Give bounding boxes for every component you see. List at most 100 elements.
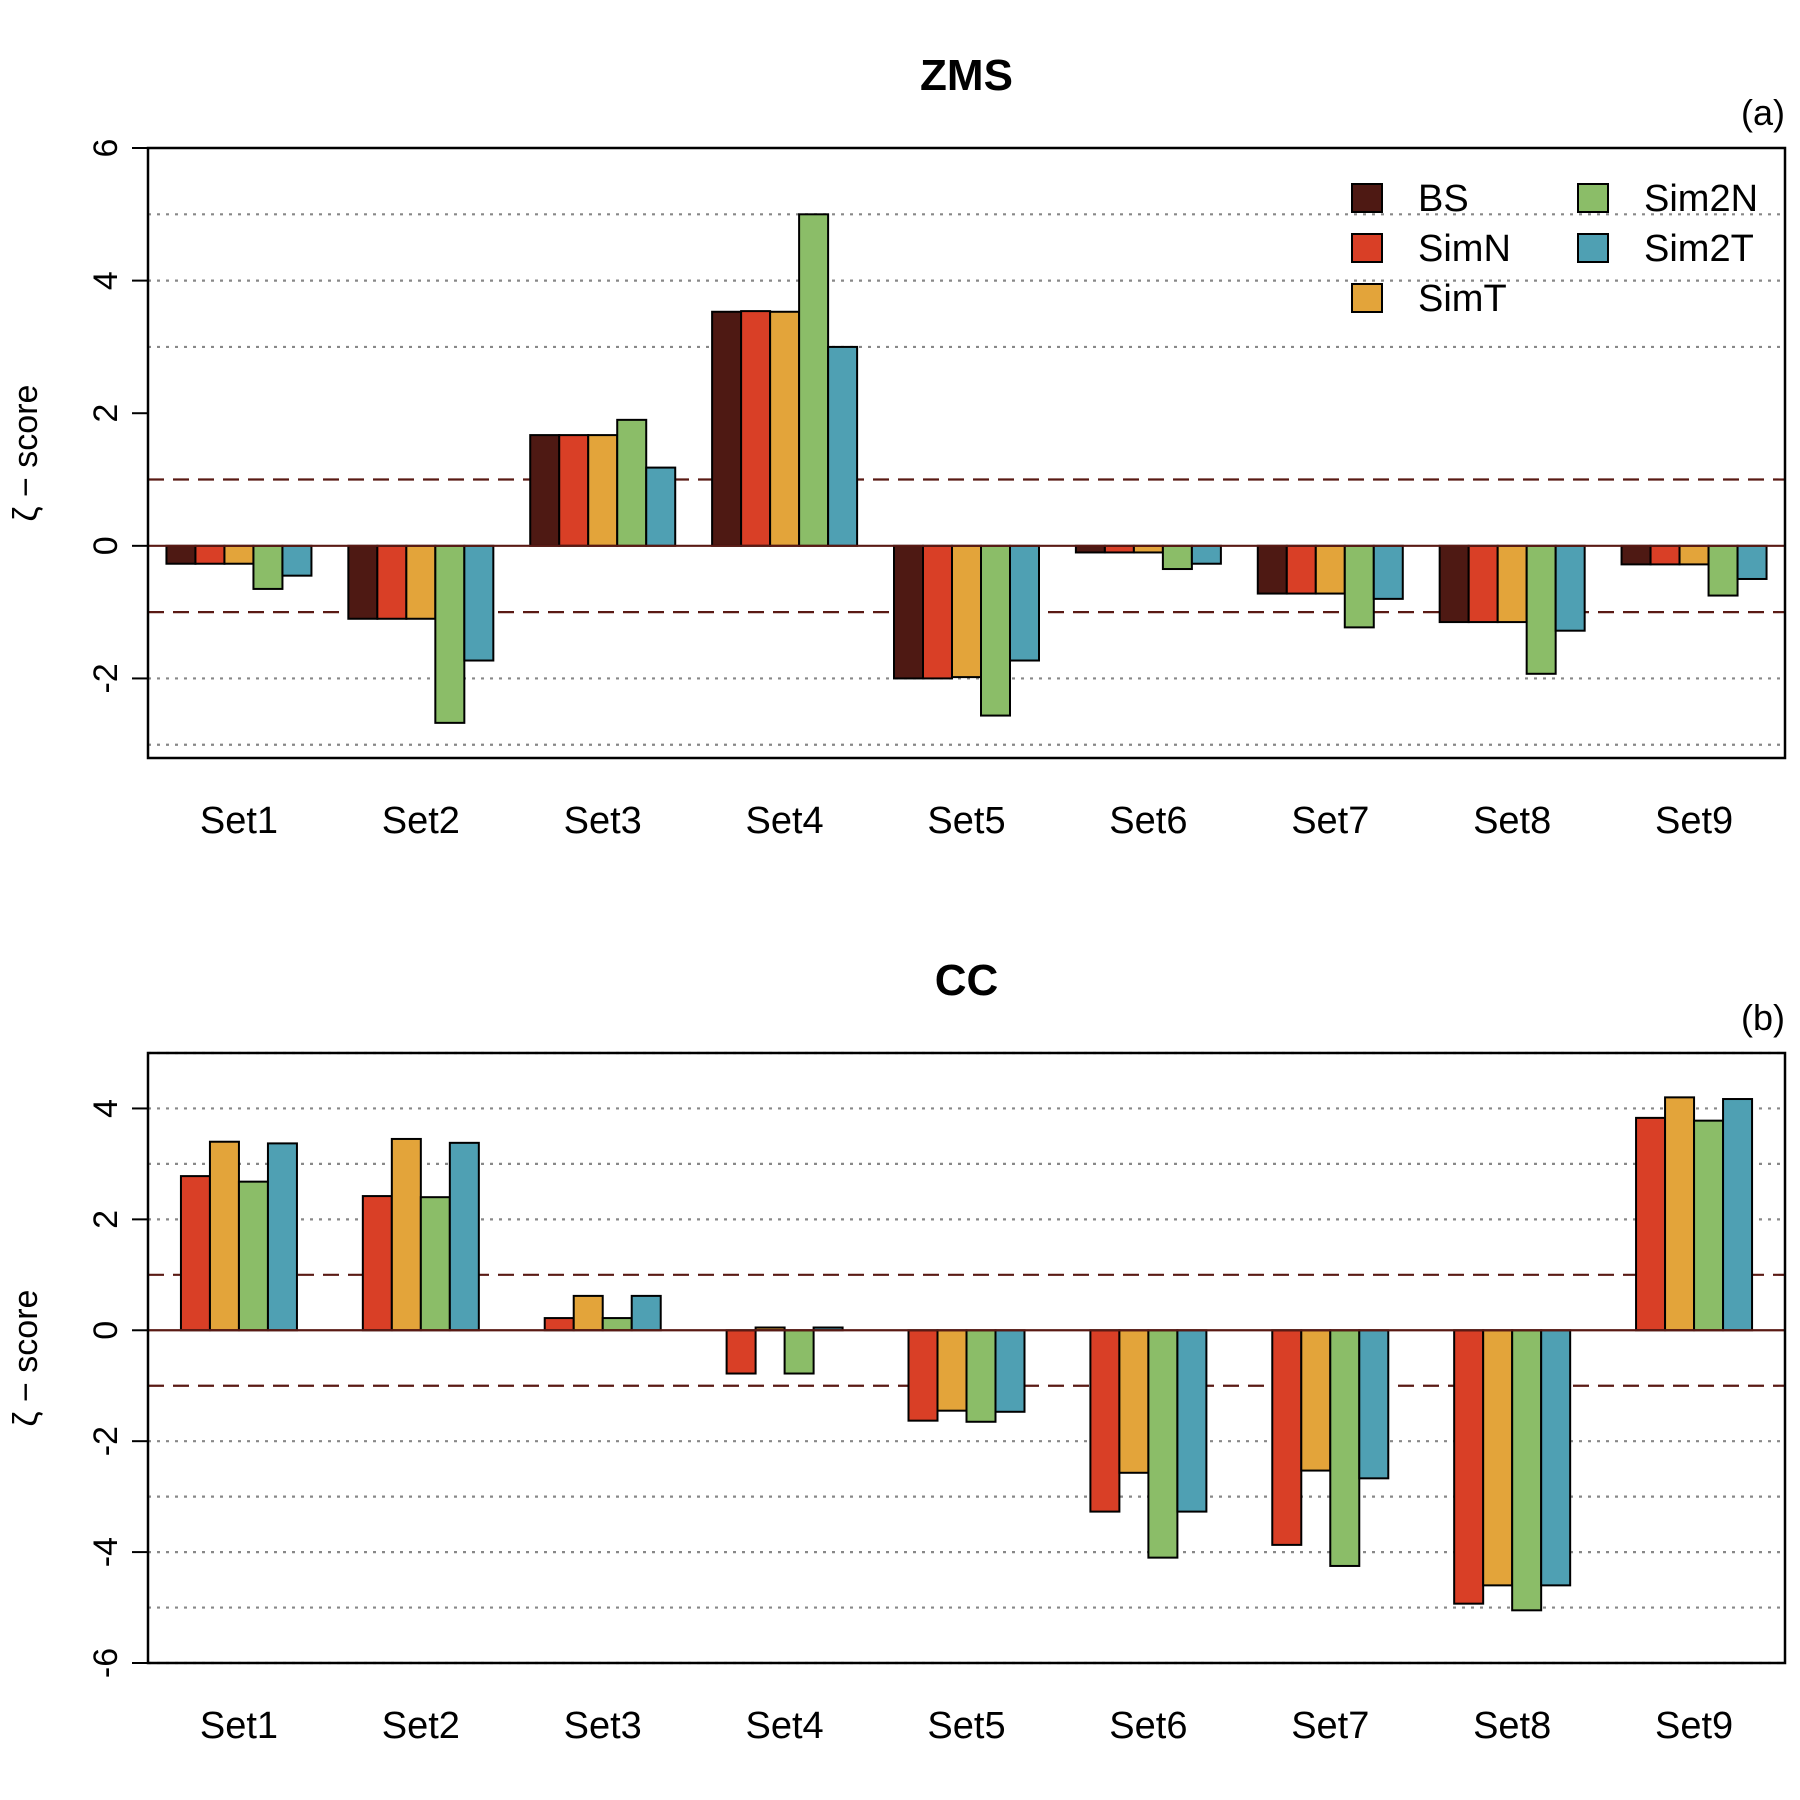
bar-simt-set9 xyxy=(1678,544,1710,566)
y-tick-label: 6 xyxy=(87,139,125,158)
category-label: Set5 xyxy=(927,800,1005,842)
bar-sim2t-set3 xyxy=(630,1294,662,1332)
bar-sim2t-set4 xyxy=(827,345,859,547)
bar-simn-set1 xyxy=(194,544,226,565)
bar-sim2t-set5 xyxy=(994,1329,1026,1413)
bar-sim2n-set4 xyxy=(798,213,830,547)
bar-sim2n-set2 xyxy=(434,544,466,724)
y-tick-label: -2 xyxy=(87,663,125,693)
bar-simt-set3 xyxy=(572,1294,604,1332)
bar-sim2n-set1 xyxy=(237,1180,269,1332)
plot-frame xyxy=(146,146,1787,760)
category-label: Set2 xyxy=(382,1705,460,1747)
category-label: Set1 xyxy=(200,800,278,842)
bar-sim2n-set7 xyxy=(1343,544,1375,629)
bar-sim2n-set9 xyxy=(1707,544,1739,597)
bar-sim2t-set2 xyxy=(463,544,495,662)
y-tick-label: 4 xyxy=(87,271,125,290)
bar-sim2n-set8 xyxy=(1511,1329,1543,1612)
bar-simt-set1 xyxy=(223,544,255,565)
y-axis-label: ζ − score xyxy=(7,385,45,522)
bar-sim2n-set2 xyxy=(419,1196,451,1332)
bar-simt-set5 xyxy=(936,1329,968,1412)
category-label: Set4 xyxy=(746,1705,824,1747)
category-label: Set7 xyxy=(1291,1705,1369,1747)
bar-simt-set7 xyxy=(1314,544,1346,595)
y-tick-label: -6 xyxy=(87,1648,125,1678)
bar-sim2n-set3 xyxy=(616,418,648,547)
panel-tag: (b) xyxy=(1741,997,1785,1038)
bar-simn-set7 xyxy=(1285,544,1317,595)
legend-swatch-sim2t xyxy=(1577,233,1609,263)
y-axis-label: ζ − score xyxy=(7,1290,45,1427)
bar-sim2n-set3 xyxy=(601,1317,633,1332)
legend-swatch-sim2n xyxy=(1577,183,1609,213)
category-label: Set5 xyxy=(927,1705,1005,1747)
bar-sim2t-set9 xyxy=(1722,1098,1754,1332)
bar-sim2n-set6 xyxy=(1147,1329,1179,1559)
bar-sim2n-set5 xyxy=(965,1329,997,1423)
category-label: Set3 xyxy=(564,800,642,842)
y-tick-label: -4 xyxy=(87,1537,125,1567)
panel-tag: (a) xyxy=(1741,92,1785,133)
bar-simn-set2 xyxy=(376,544,408,620)
bar-sim2t-set1 xyxy=(281,544,313,577)
bar-bs-set3 xyxy=(529,434,561,547)
legend-label: Sim2T xyxy=(1644,228,1754,270)
legend-label: BS xyxy=(1418,178,1469,220)
bar-simt-set1 xyxy=(208,1140,240,1332)
bar-simt-set2 xyxy=(390,1137,422,1332)
bar-sim2t-set2 xyxy=(448,1141,480,1332)
chart-title: ZMS xyxy=(920,51,1013,100)
bar-simn-set3 xyxy=(543,1317,575,1332)
bar-bs-set4 xyxy=(711,310,743,547)
bar-bs-set2 xyxy=(347,544,379,620)
y-tick-label: -2 xyxy=(87,1426,125,1456)
bar-simn-set7 xyxy=(1271,1329,1303,1546)
bar-sim2n-set8 xyxy=(1525,544,1557,675)
category-label: Set3 xyxy=(564,1705,642,1747)
y-tick-label: 2 xyxy=(87,404,125,423)
bar-simn-set6 xyxy=(1089,1329,1121,1513)
bar-simn-set5 xyxy=(907,1329,939,1422)
panel-cc: CC (b) Set1 Set2 Set3 Set4 Set5 Set6 Set7 Set8 Set… xyxy=(7,956,1787,1747)
y-tick-label: 4 xyxy=(87,1099,125,1118)
bar-sim2n-set6 xyxy=(1161,544,1193,571)
category-label: Set4 xyxy=(746,800,824,842)
bar-simn-set1 xyxy=(179,1175,211,1332)
bar-bs-set8 xyxy=(1438,544,1470,624)
legend-swatch-simn xyxy=(1351,233,1383,263)
bar-bs-set7 xyxy=(1256,544,1288,595)
y-tick-label: 2 xyxy=(87,1210,125,1229)
category-label: Set9 xyxy=(1655,800,1733,842)
bar-simn-set5 xyxy=(922,544,953,680)
legend-label: SimT xyxy=(1418,278,1507,320)
bar-bs-set5 xyxy=(893,544,924,680)
bar-sim2t-set7 xyxy=(1358,1329,1390,1480)
bar-sim2n-set9 xyxy=(1693,1119,1725,1332)
y-tick-label: 0 xyxy=(87,1321,125,1340)
bar-sim2t-set8 xyxy=(1554,544,1586,632)
legend-label: SimN xyxy=(1418,228,1511,270)
bar-simt-set2 xyxy=(405,544,437,620)
bar-simt-set8 xyxy=(1496,544,1528,624)
bar-simt-set4 xyxy=(769,310,801,547)
chart-title: CC xyxy=(935,956,999,1005)
bar-sim2t-set1 xyxy=(266,1142,298,1332)
category-label: Set1 xyxy=(200,1705,278,1747)
bar-bs-set9 xyxy=(1620,544,1652,566)
bar-simt-set9 xyxy=(1664,1096,1696,1332)
bar-simn-set4 xyxy=(740,310,772,547)
bar-sim2t-set6 xyxy=(1176,1329,1208,1513)
legend-swatch-bs xyxy=(1351,183,1383,213)
bar-simn-set3 xyxy=(558,434,590,547)
bar-simt-set3 xyxy=(587,434,619,547)
category-label: Set2 xyxy=(382,800,460,842)
bar-simn-set8 xyxy=(1467,544,1499,624)
bar-sim2t-set7 xyxy=(1372,544,1404,600)
plot-frame xyxy=(146,1051,1787,1665)
bar-sim2n-set7 xyxy=(1329,1329,1361,1567)
bar-sim2t-set8 xyxy=(1540,1329,1572,1587)
legend-label: Sim2N xyxy=(1644,178,1758,220)
